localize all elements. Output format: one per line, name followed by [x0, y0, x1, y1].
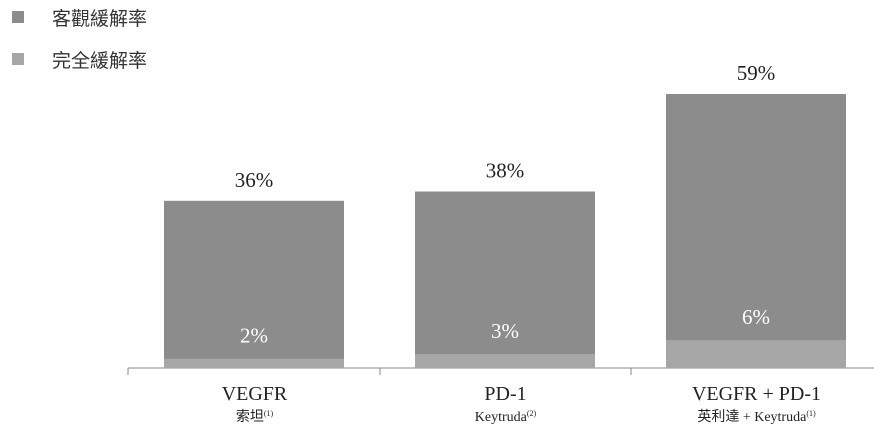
data-label-cr: 2% [240, 324, 268, 348]
bar-cr [666, 340, 846, 368]
legend-label-cr: 完全緩解率 [52, 49, 148, 72]
category-sublabel: 索坦(1) [236, 408, 274, 425]
category-footnote: (1) [264, 409, 274, 418]
bar-orr [415, 191, 595, 368]
category-label: VEGFR + PD-1 [692, 383, 821, 405]
legend-item-cr: 完全緩解率 [12, 48, 148, 72]
category-sublabel: 英利達 + Keytruda(1) [697, 408, 816, 425]
data-label-orr: 59% [737, 61, 776, 85]
category-label: PD-1 [484, 383, 526, 405]
legend: 客觀緩解率 完全緩解率 [12, 6, 147, 90]
category-footnote: (1) [806, 409, 816, 418]
bar-cr [164, 358, 344, 368]
bar-orr [164, 200, 344, 368]
category-label: VEGFR [222, 383, 288, 405]
data-label-cr: 6% [742, 305, 770, 329]
category-sublabel-name: 索坦 [236, 408, 264, 425]
legend-label-orr: 客觀緩解率 [52, 7, 148, 30]
bar-cr [415, 354, 595, 368]
data-label-cr: 3% [491, 319, 519, 343]
category-sublabel-name: 英利達 + Keytruda [697, 408, 807, 425]
data-label-orr: 36% [235, 168, 274, 192]
category-sublabel-name: Keytruda [475, 410, 528, 425]
category-footnote: (2) [527, 409, 537, 418]
data-label-orr: 38% [486, 159, 525, 183]
bar-orr [666, 94, 846, 368]
legend-swatch-orr [12, 11, 24, 23]
category-sublabel: Keytruda(2) [475, 409, 537, 425]
legend-swatch-cr [12, 53, 24, 65]
legend-item-orr: 客觀緩解率 [12, 6, 148, 30]
